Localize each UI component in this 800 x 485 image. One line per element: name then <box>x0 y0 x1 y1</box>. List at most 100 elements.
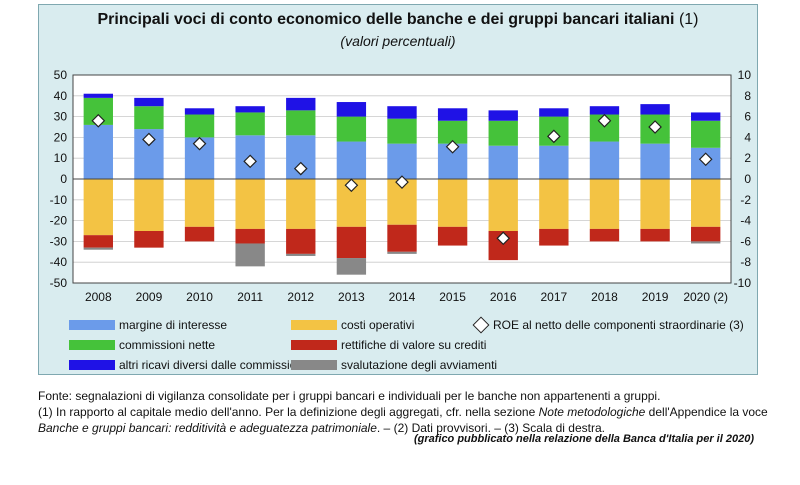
bar-altri <box>184 108 215 115</box>
y-tick-label-left: -20 <box>50 214 68 228</box>
roe-marker <box>142 132 156 147</box>
y-tick-label-right: -10 <box>734 276 752 290</box>
bar-costi <box>640 179 670 229</box>
legend-label-costi: costi operativi <box>341 318 415 332</box>
bar-altri <box>691 112 721 121</box>
x-tick-label: 2009 <box>136 290 163 304</box>
bar-commissioni <box>336 116 367 142</box>
bar-margine <box>83 124 113 179</box>
bar-costi <box>184 179 215 227</box>
x-tick-label: 2020 (2) <box>683 290 728 304</box>
bar-rettifiche <box>437 226 468 246</box>
bar-costi <box>235 179 265 229</box>
y-tick-label-left: 10 <box>54 151 68 165</box>
roe-marker <box>496 231 511 246</box>
bar-commissioni <box>387 118 417 144</box>
bar-altri <box>336 102 367 117</box>
bar-altri <box>488 110 518 121</box>
bar-rettifiche <box>589 228 620 242</box>
bar-svalutazione <box>691 241 721 244</box>
notes-note-2: Banche e gruppi bancari: redditività e a… <box>38 420 768 436</box>
bar-svalutazione <box>387 251 417 254</box>
bar-altri <box>83 93 113 98</box>
notes-source: Fonte: segnalazioni di vigilanza consoli… <box>38 389 661 403</box>
bar-altri <box>539 108 569 117</box>
roe-marker <box>395 175 409 189</box>
roe-marker <box>648 120 662 134</box>
legend-item-svalutazione: svalutazione degli avviamenti <box>291 358 497 372</box>
bar-margine <box>589 141 620 179</box>
bar-commissioni <box>286 110 316 136</box>
roe-marker <box>243 154 258 169</box>
plot-frame <box>72 74 732 284</box>
legend-swatch-svalutazione <box>291 360 337 370</box>
y-tick-label-left: -10 <box>50 193 68 207</box>
y-tick-label-right: 0 <box>744 172 751 186</box>
legend-swatch-costi <box>291 320 337 330</box>
notes-note-1: (1) In rapporto al capitale medio dell'a… <box>38 404 768 420</box>
legend-label-rettifiche: rettifiche di valore su crediti <box>341 338 487 352</box>
bar-commissioni <box>437 120 468 144</box>
notes-note-1-b: Note metodologiche <box>538 405 646 419</box>
roe-marker <box>445 139 460 154</box>
x-tick-label: 2019 <box>642 290 669 304</box>
notes-note-2-a: Banche e gruppi bancari: redditività e a… <box>38 421 377 435</box>
y-tick-label-left: 20 <box>54 130 68 144</box>
bar-costi <box>691 179 721 227</box>
bar-commissioni <box>691 120 721 148</box>
x-tick-label: 2011 <box>237 290 263 304</box>
chart-subtitle: (valori percentuali) <box>340 33 456 49</box>
bar-altri <box>286 97 316 111</box>
x-tick-label: 2014 <box>389 290 416 304</box>
legend-item-rettifiche: rettifiche di valore su crediti <box>291 338 486 352</box>
y-tick-label-right: -8 <box>740 255 751 269</box>
y-tick-label-right: -2 <box>740 193 751 207</box>
bar-rettifiche <box>336 226 367 259</box>
bar-altri <box>437 108 468 121</box>
bar-rettifiche <box>691 226 721 242</box>
y-tick-label-right: 10 <box>738 68 752 82</box>
bar-costi <box>134 179 164 231</box>
notes-note-1-a: (1) In rapporto al capitale medio dell'a… <box>38 405 539 419</box>
bar-margine <box>387 143 417 179</box>
legend-item-roe: ROE al netto delle componenti straordina… <box>471 316 744 334</box>
bar-altri <box>387 106 417 119</box>
bar-commissioni <box>235 112 265 136</box>
bar-margine <box>539 145 569 179</box>
bar-costi <box>488 179 518 231</box>
bar-rettifiche <box>640 228 670 242</box>
x-tick-label: 2016 <box>490 290 517 304</box>
legend-swatch-altri <box>69 360 115 370</box>
y-tick-label-right: -6 <box>740 234 751 248</box>
y-tick-label-left: 30 <box>54 110 68 124</box>
bar-altri <box>134 97 164 107</box>
bar-altri <box>640 104 670 115</box>
chart-figure: Principali voci di conto economico delle… <box>38 4 758 375</box>
legend-label-svalutazione: svalutazione degli avviamenti <box>341 358 498 372</box>
bar-rettifiche <box>83 235 113 248</box>
roe-marker <box>293 161 308 176</box>
legend-label-margine: margine di interesse <box>119 318 228 332</box>
y-tick-label-right: 6 <box>744 110 751 124</box>
bar-rettifiche <box>387 224 417 252</box>
x-tick-label: 2017 <box>540 290 567 304</box>
legend-swatch-rettifiche <box>291 340 337 350</box>
legend-item-costi: costi operativi <box>291 318 414 332</box>
y-tick-label-left: -30 <box>50 234 68 248</box>
bar-svalutazione <box>83 247 113 250</box>
y-tick-label-left: 50 <box>54 68 68 82</box>
chart-title-text: Principali voci di conto economico delle… <box>97 11 675 28</box>
legend-label-commissioni: commissioni nette <box>119 338 216 352</box>
roe-marker <box>344 178 359 193</box>
y-tick-label-left: -40 <box>50 255 68 269</box>
y-tick-label-left: -50 <box>50 276 68 290</box>
y-tick-label-right: 2 <box>744 151 751 165</box>
notes: Fonte: segnalazioni di vigilanza consoli… <box>38 388 768 436</box>
roe-marker <box>91 113 106 128</box>
x-tick-label: 2013 <box>338 290 365 304</box>
bar-costi <box>83 179 113 236</box>
y-tick-label-left: 40 <box>54 89 68 103</box>
y-tick-label-right: 4 <box>744 130 751 144</box>
bar-costi <box>437 179 468 227</box>
legend-item-altri: altri ricavi diversi dalle commissioni <box>69 358 306 372</box>
